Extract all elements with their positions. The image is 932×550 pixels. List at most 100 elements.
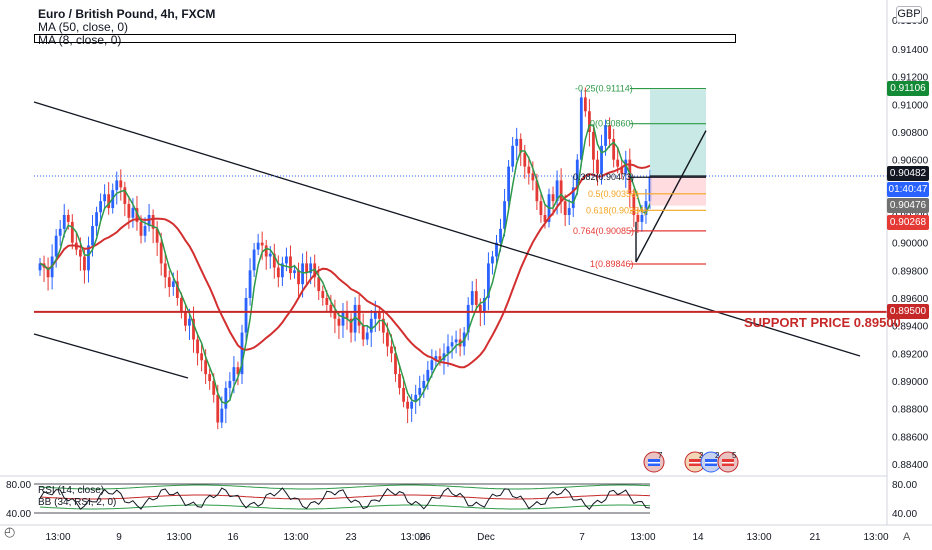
candle-body (503, 201, 506, 229)
ma50-legend[interactable]: MA (50, close, 0) (38, 20, 129, 34)
candle-body (608, 125, 612, 139)
time-tick-label: 13:00 (283, 532, 308, 543)
candle-body (450, 342, 454, 347)
ma50-line (39, 163, 651, 369)
candle-body (583, 97, 587, 112)
candle-body (386, 332, 389, 347)
bb-upper-line (39, 484, 651, 490)
symbol-title[interactable]: Euro / British Pound, 4h, FXCM (38, 7, 216, 21)
time-tick-label: 13:00 (45, 532, 70, 543)
ma50-legend-box (34, 34, 736, 43)
rsi-legend-label[interactable]: RSI (14, close) (38, 485, 105, 496)
price-tick-label: 0.90000 (892, 239, 929, 250)
price-tag-ma8: 0.90476 (887, 198, 929, 213)
candle-body (196, 339, 199, 354)
candle-body (381, 318, 385, 333)
projection-path (635, 130, 707, 263)
timezone-settings-icon[interactable]: ◴ (4, 524, 16, 539)
price-tag-last: 0.90482 (887, 166, 929, 181)
candle-body (321, 291, 325, 298)
candle-body (240, 332, 244, 375)
candle-body (337, 318, 341, 326)
candle-body (349, 318, 353, 333)
ma8-line (39, 124, 651, 405)
candle-body (208, 374, 212, 381)
time-tick-label: 21 (809, 532, 821, 543)
price-tick-label: 0.91000 (892, 100, 929, 111)
candle-body (175, 281, 179, 298)
svg-text:5: 5 (732, 451, 737, 460)
candle-body (264, 245, 268, 257)
candle-body (341, 311, 345, 326)
time-tick-label: 14 (692, 532, 704, 543)
candle-body (632, 194, 636, 215)
candle-body (592, 132, 595, 160)
candle-body (579, 97, 583, 160)
time-tick-label: 16 (227, 532, 239, 543)
fib-level-label: 0.764(0.90085) (573, 226, 634, 236)
rsi-axis-label: 40.00 (892, 509, 917, 520)
price-tick-label: 0.88600 (892, 432, 929, 443)
candle-body (131, 208, 135, 218)
candle-body (297, 270, 300, 285)
candle-body (604, 125, 607, 146)
fib-level-label: -0.25(0.91114) (575, 84, 633, 94)
candle-body (244, 298, 248, 333)
candle-body (474, 291, 478, 305)
candle-body (78, 249, 82, 257)
auto-scale-button[interactable]: A (903, 531, 911, 543)
price-tick-label: 0.88400 (892, 460, 929, 471)
stop-zone (650, 175, 706, 206)
candle-body (167, 277, 171, 287)
candle-body (543, 215, 547, 222)
candle-body (523, 152, 527, 167)
event-badge-flag-icon[interactable]: 5 (716, 450, 740, 474)
target-zone (650, 89, 706, 176)
candle-body (361, 325, 365, 340)
candle-body (87, 245, 90, 271)
candle-body (212, 381, 216, 395)
candle-body (640, 215, 644, 222)
candle-body (91, 226, 94, 246)
candle-body (478, 304, 482, 312)
ma8-legend[interactable]: MA (8, close, 0) (38, 33, 122, 47)
candle-body (377, 311, 381, 319)
time-tick-label: 13:00 (166, 532, 191, 543)
candle-body (325, 298, 329, 305)
candle-body (46, 267, 50, 278)
candle-body (248, 270, 252, 298)
candle-body (555, 180, 559, 202)
fib-level-label: 0.618(0.90234) (586, 205, 647, 215)
candle-body (188, 318, 191, 326)
time-tick-label: 13:00 (400, 532, 425, 543)
candle-body (357, 304, 361, 326)
candle-body (139, 221, 143, 236)
candle-body (390, 346, 393, 354)
price-tick-label: 0.91400 (892, 45, 929, 56)
event-badge-flag-icon[interactable]: 7 (642, 450, 666, 474)
chart-legend: Euro / British Pound, 4h, FXCM MA (50, c… (38, 7, 216, 47)
currency-selector[interactable]: GBP (896, 6, 922, 23)
bb-legend-label[interactable]: BB (34, RSI, 2, 0) (38, 497, 117, 508)
price-tick-label: 0.88800 (892, 405, 929, 416)
price-tick-label: 0.91200 (892, 73, 929, 84)
candle-body (83, 256, 86, 271)
candle-body (58, 228, 62, 236)
candle-body (596, 159, 599, 174)
candle-body (430, 360, 434, 370)
candle-body (365, 332, 369, 340)
rsi-panel (34, 483, 651, 514)
candle-body (329, 304, 333, 312)
price-tag-target: 0.91106 (887, 81, 929, 96)
trendline-upper (33, 101, 861, 357)
candle-body (333, 311, 337, 319)
candle-body (511, 145, 515, 167)
candle-body (369, 318, 373, 333)
candle-body (539, 201, 543, 215)
price-tag-support: 0.89500 (887, 304, 929, 319)
candle-body (236, 367, 240, 375)
time-tick-label: 26 (419, 532, 431, 543)
candle-body (567, 208, 571, 215)
